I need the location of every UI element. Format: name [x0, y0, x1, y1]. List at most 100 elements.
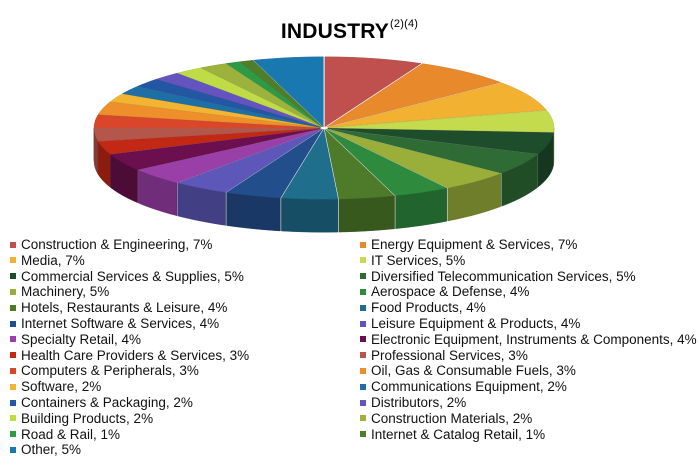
- pie-slice-2: [327, 82, 547, 128]
- legend-item-18: Software, 2%: [10, 379, 101, 394]
- legend-item-13: Electronic Equipment, Instruments & Comp…: [360, 332, 697, 347]
- legend-swatch-7: [360, 288, 366, 295]
- legend-swatch-16: [10, 367, 16, 374]
- legend-swatch-3: [360, 257, 366, 264]
- pie-slice-17: [97, 101, 321, 128]
- pie-slice-12: [137, 128, 322, 183]
- pie-slice-side-8: [338, 195, 395, 233]
- legend-label-20: Containers & Packaging, 2%: [21, 395, 193, 410]
- legend-label-24: Road & Rail, 1%: [21, 426, 121, 442]
- pie-slice-3: [327, 110, 555, 133]
- legend-swatch-21: [360, 399, 366, 406]
- legend-swatch-11: [360, 320, 366, 327]
- pie-slice-7: [325, 128, 448, 196]
- legend-label-25: Internet & Catalog Retail, 1%: [371, 426, 546, 442]
- legend-label-8: Hotels, Restaurants & Leisure, 4%: [21, 300, 228, 316]
- pie-slice-15: [93, 127, 321, 142]
- legend-swatch-25: [360, 431, 366, 438]
- legend-label-13: Electronic Equipment, Instruments & Comp…: [371, 331, 697, 347]
- legend-label-6: Machinery, 5%: [21, 284, 110, 300]
- legend-swatch-10: [10, 320, 16, 327]
- legend-label-19: Communications Equipment, 2%: [371, 379, 567, 395]
- legend-item-8: Hotels, Restaurants & Leisure, 4%: [10, 300, 227, 315]
- legend-label-9: Food Products, 4%: [371, 300, 486, 316]
- legend-label-21: Distributors, 2%: [371, 395, 467, 410]
- pie-slice-1: [326, 63, 502, 128]
- legend-item-3: IT Services, 5%: [360, 253, 465, 268]
- chart-title-text: INDUSTRY: [280, 20, 390, 43]
- legend-swatch-15: [360, 352, 366, 359]
- legend-item-25: Internet & Catalog Retail, 1%: [360, 427, 545, 442]
- legend-label-12: Specialty Retail, 4%: [21, 331, 142, 347]
- legend-label-23: Construction Materials, 2%: [371, 410, 533, 426]
- chart-title-superscript: (2)(4): [390, 18, 419, 30]
- legend-swatch-4: [10, 273, 16, 280]
- legend-item-4: Commercial Services & Supplies, 5%: [10, 269, 244, 284]
- pie-slice-14: [97, 128, 321, 155]
- legend-label-18: Software, 2%: [21, 379, 102, 395]
- legend-item-20: Containers & Packaging, 2%: [10, 395, 193, 410]
- legend-item-9: Food Products, 4%: [360, 300, 486, 315]
- legend-item-7: Aerospace & Defense, 4%: [360, 284, 529, 299]
- pie-slice-4: [327, 128, 554, 155]
- legend-label-1: Energy Equipment & Services, 7%: [371, 237, 578, 252]
- legend-swatch-1: [360, 241, 366, 248]
- legend-label-5: Diversified Telecommunication Services, …: [371, 268, 636, 284]
- legend-item-15: Professional Services, 3%: [360, 348, 528, 363]
- legend-swatch-19: [360, 383, 366, 390]
- legend-item-6: Machinery, 5%: [10, 284, 109, 299]
- legend-swatch-24: [10, 431, 16, 438]
- legend-item-24: Road & Rail, 1%: [10, 427, 120, 442]
- legend-label-3: IT Services, 5%: [371, 252, 466, 268]
- legend-label-11: Leisure Equipment & Products, 4%: [371, 316, 581, 331]
- pie-slice-13: [109, 128, 321, 170]
- legend-label-14: Health Care Providers & Services, 3%: [21, 347, 250, 363]
- legend-item-26: Other, 5%: [10, 442, 81, 457]
- legend-label-2: Media, 7%: [21, 252, 85, 268]
- legend-item-22: Building Products, 2%: [10, 411, 153, 426]
- legend-item-2: Media, 7%: [10, 253, 85, 268]
- legend-item-12: Specialty Retail, 4%: [10, 332, 141, 347]
- legend-item-16: Computers & Peripherals, 3%: [10, 363, 199, 378]
- legend-item-23: Construction Materials, 2%: [360, 411, 532, 426]
- legend-label-22: Building Products, 2%: [21, 410, 154, 426]
- legend-swatch-23: [360, 415, 366, 422]
- legend-swatch-26: [10, 446, 16, 453]
- pie-slice-9: [281, 128, 339, 200]
- legend-item-11: Leisure Equipment & Products, 4%: [360, 316, 580, 331]
- legend-swatch-6: [10, 288, 16, 295]
- legend-item-1: Energy Equipment & Services, 7%: [360, 237, 577, 252]
- legend-swatch-8: [10, 304, 16, 311]
- pie-slice-22: [176, 67, 322, 128]
- legend-label-7: Aerospace & Defense, 4%: [371, 284, 530, 300]
- legend-swatch-14: [10, 352, 16, 359]
- pie-slice-25: [238, 60, 323, 127]
- legend-item-17: Oil, Gas & Consumable Fuels, 3%: [360, 363, 576, 378]
- legend-label-4: Commercial Services & Supplies, 5%: [21, 268, 244, 284]
- pie-slice-20: [137, 79, 321, 128]
- legend-swatch-12: [10, 336, 16, 343]
- chart-legend: Construction & Engineering, 7% Energy Equ…: [0, 237, 699, 467]
- legend-item-21: Distributors, 2%: [360, 395, 466, 410]
- legend-label-15: Professional Services, 3%: [371, 347, 528, 363]
- legend-swatch-18: [10, 383, 16, 390]
- pie-slice-side-9: [281, 197, 339, 233]
- legend-swatch-9: [360, 304, 366, 311]
- legend-label-0: Construction & Engineering, 7%: [21, 237, 213, 252]
- legend-swatch-2: [10, 257, 16, 264]
- legend-label-26: Other, 5%: [21, 442, 82, 458]
- legend-label-10: Internet Software & Services, 4%: [21, 316, 220, 331]
- legend-swatch-20: [10, 399, 16, 406]
- pie-slice-21: [155, 72, 322, 128]
- chart-title: INDUSTRY(2)(4): [0, 18, 699, 44]
- pie-slice-0: [324, 56, 422, 128]
- legend-swatch-17: [360, 367, 366, 374]
- legend-item-0: Construction & Engineering, 7%: [10, 237, 212, 252]
- pie-slice-16: [93, 114, 321, 129]
- legend-label-17: Oil, Gas & Consumable Fuels, 3%: [371, 363, 576, 379]
- pie-slice-6: [326, 128, 502, 189]
- legend-item-10: Internet Software & Services, 4%: [10, 316, 219, 331]
- legend-item-5: Diversified Telecommunication Services, …: [360, 269, 636, 284]
- legend-item-19: Communications Equipment, 2%: [360, 379, 567, 394]
- pie-chart: [93, 56, 555, 233]
